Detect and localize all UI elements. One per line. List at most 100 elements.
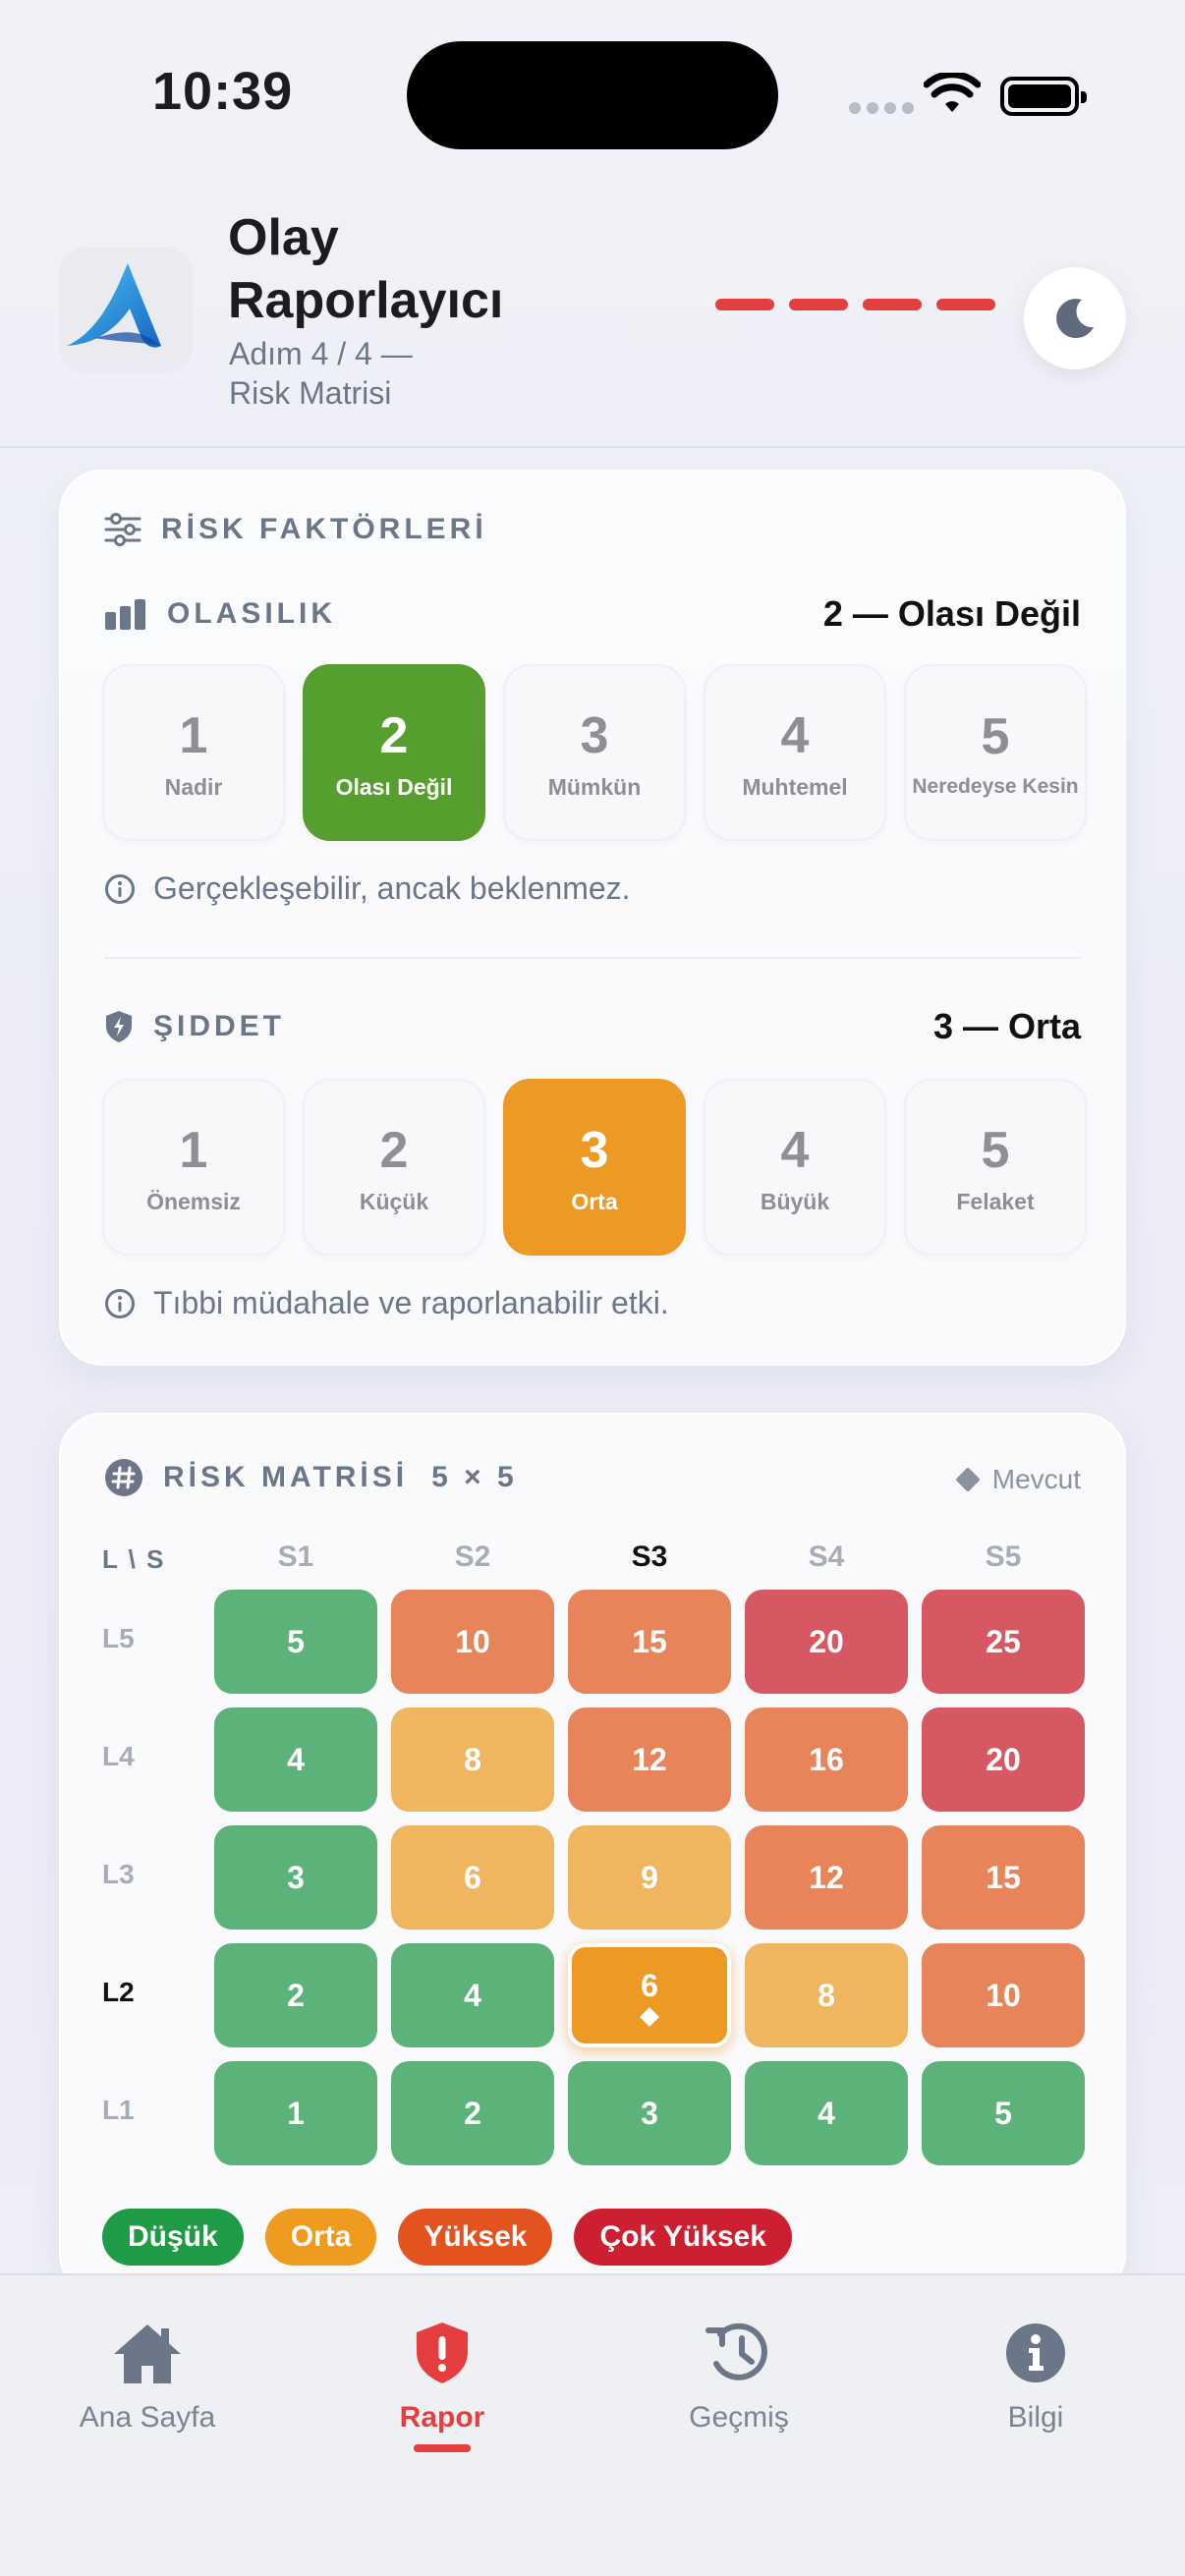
current-marker-icon	[640, 2006, 659, 2027]
matrix-cell-value: 1	[287, 2095, 305, 2131]
current-legend-label: Mevcut	[991, 1464, 1081, 1494]
matrix-cell-value: 3	[287, 1859, 305, 1895]
matrix-cell-value: 20	[986, 1741, 1021, 1777]
severity-option-2[interactable]: 2 Küçük	[303, 1079, 485, 1256]
matrix-row-header: L1	[102, 2095, 135, 2125]
matrix-corner-label: L \ S	[102, 1544, 166, 1574]
matrix-cell: 4	[391, 1943, 554, 2047]
progress-segment	[936, 299, 995, 310]
shield-bolt-icon	[106, 1011, 132, 1042]
risk-matrix-header: RİSK MATRİSİ 5 × 5	[104, 1458, 518, 1497]
matrix-cell: 15	[922, 1825, 1085, 1930]
app-header: Olay Raporlayıcı Adım 4 / 4 — Risk Matri…	[0, 187, 1185, 448]
matrix-cell: 8	[391, 1708, 554, 1812]
option-label: Olası Değil	[335, 773, 453, 800]
tab-label: Rapor	[399, 2401, 485, 2434]
likelihood-option-2[interactable]: 2 Olası Değil	[303, 664, 485, 841]
matrix-cell-value: 6	[464, 1859, 481, 1895]
legend-pill-medium: Orta	[264, 2209, 377, 2266]
progress-segment	[863, 299, 922, 310]
option-number: 3	[580, 706, 609, 764]
matrix-cell: 12	[745, 1825, 908, 1930]
tab-home[interactable]: Ana Sayfa	[49, 2321, 246, 2435]
diamond-icon	[955, 1467, 981, 1492]
tab-info[interactable]: Bilgi	[937, 2321, 1134, 2435]
info-circle-icon	[105, 1288, 135, 1318]
severity-options: 1 Önemsiz 2 Küçük 3 Orta 4 Büyük 5 Felaket	[102, 1079, 1087, 1256]
matrix-cell-value: 15	[986, 1859, 1021, 1895]
matrix-cell: 4	[214, 1708, 377, 1812]
option-label: Felaket	[956, 1188, 1035, 1214]
option-number: 4	[780, 706, 810, 764]
likelihood-title: OLASILIK	[167, 597, 336, 630]
risk-matrix-title: RİSK MATRİSİ	[163, 1461, 409, 1493]
matrix-row-header: L5	[102, 1623, 135, 1653]
option-label: Orta	[571, 1188, 618, 1214]
matrix-column-header: S4	[808, 1540, 845, 1573]
likelihood-option-3[interactable]: 3 Mümkün	[503, 664, 686, 841]
wifi-icon	[924, 73, 981, 112]
moon-icon	[1056, 299, 1094, 339]
legend-pill-high: Yüksek	[398, 2209, 553, 2266]
likelihood-option-1[interactable]: 1 Nadir	[102, 664, 285, 841]
matrix-cell-value: 4	[287, 1741, 305, 1777]
severity-header: ŞIDDET	[104, 1010, 285, 1043]
severity-option-3[interactable]: 3 Orta	[503, 1079, 686, 1256]
matrix-cell: 3	[214, 1825, 377, 1930]
matrix-cell: 5	[214, 1590, 377, 1694]
step-progress	[715, 299, 995, 310]
matrix-cell: 3	[568, 2061, 731, 2165]
matrix-cell: 10	[391, 1590, 554, 1694]
dark-mode-toggle-button[interactable]	[1024, 267, 1126, 369]
matrix-cell-value: 2	[287, 1977, 305, 2013]
matrix-column-header: S3	[631, 1540, 668, 1573]
option-number: 5	[981, 708, 1010, 765]
option-label: Mümkün	[547, 773, 642, 800]
matrix-cell-value: 25	[986, 1623, 1021, 1659]
tab-report[interactable]: Rapor	[344, 2321, 540, 2452]
likelihood-option-5[interactable]: 5 Neredeyse Kesin	[904, 664, 1087, 841]
option-label: Nadir	[164, 773, 223, 800]
matrix-cell: 1	[214, 2061, 377, 2165]
matrix-cell-value: 8	[464, 1741, 481, 1777]
matrix-cell: 2	[391, 2061, 554, 2165]
matrix-cell-value: 12	[809, 1859, 844, 1895]
option-number: 2	[379, 706, 409, 764]
risk-factors-card: RİSK FAKTÖRLERİ OLASILIK 2 — Olası Değil…	[59, 470, 1126, 1366]
section-divider	[104, 957, 1081, 959]
risk-legend: Düşük Orta Yüksek Çok Yüksek	[102, 2209, 792, 2266]
likelihood-option-4[interactable]: 4 Muhtemel	[704, 664, 886, 841]
matrix-cell: 12	[568, 1708, 731, 1812]
progress-segment	[715, 299, 774, 310]
matrix-cell: 20	[745, 1590, 908, 1694]
status-bar: 10:39	[0, 0, 1185, 187]
legend-pill-low: Düşük	[102, 2209, 244, 2266]
matrix-cell: 9	[568, 1825, 731, 1930]
matrix-cell: 15	[568, 1590, 731, 1694]
severity-option-4[interactable]: 4 Büyük	[704, 1079, 886, 1256]
legend-pill-very-high: Çok Yüksek	[574, 2209, 792, 2266]
option-number: 3	[580, 1121, 609, 1179]
shield-alert-icon	[417, 2323, 468, 2383]
matrix-row-header: L4	[102, 1741, 135, 1771]
matrix-column-header: S5	[985, 1540, 1022, 1573]
bottom-tab-bar: Ana Sayfa Rapor Geçmiş Bilgi	[0, 2273, 1185, 2576]
likelihood-selected-value: 2 — Olası Değil	[822, 593, 1081, 634]
cellular-signal-icon	[849, 102, 914, 114]
tab-label: Ana Sayfa	[79, 2401, 216, 2434]
tab-label: Bilgi	[1007, 2401, 1064, 2434]
option-label: Önemsiz	[146, 1188, 241, 1214]
matrix-cell: 2	[214, 1943, 377, 2047]
matrix-cell-value: 4	[464, 1977, 481, 2013]
matrix-row-header: L2	[102, 1977, 135, 2007]
matrix-cell: 6	[391, 1825, 554, 1930]
option-label: Büyük	[760, 1188, 830, 1214]
likelihood-hint-text: Gerçekleşebilir, ancak beklenmez.	[153, 870, 631, 906]
battery-icon	[1000, 77, 1087, 116]
severity-option-1[interactable]: 1 Önemsiz	[102, 1079, 285, 1256]
severity-option-5[interactable]: 5 Felaket	[904, 1079, 1087, 1256]
matrix-row-header: L3	[102, 1859, 135, 1889]
app-logo	[59, 248, 193, 373]
tab-history[interactable]: Geçmiş	[641, 2321, 837, 2435]
matrix-cell: 25	[922, 1590, 1085, 1694]
